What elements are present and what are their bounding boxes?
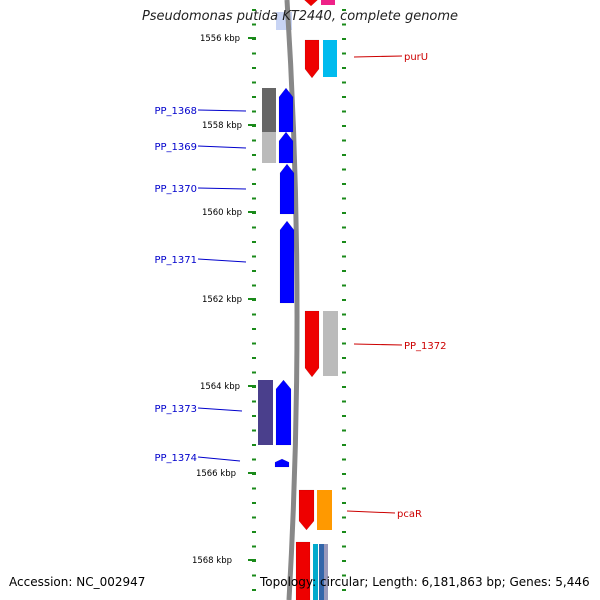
backbone-layer [276, 0, 300, 600]
gene-label-pp-1368: PP_1368 [154, 106, 197, 117]
scale-label: 1562 kbp [202, 295, 242, 305]
gene-label-pp-1373: PP_1373 [154, 404, 197, 415]
hit-block-pp-1372 [323, 311, 338, 376]
scale-label: 1560 kbp [202, 208, 242, 218]
gene-label-pp-1370: PP_1370 [154, 184, 197, 195]
hit-block-pp-1373 [258, 380, 273, 445]
gene-arrow-pcaR [298, 489, 315, 531]
scale-label: 1564 kbp [200, 382, 240, 392]
leader-line [346, 510, 396, 514]
leader-line [197, 145, 247, 149]
gene-arrow-pp-1372 [304, 310, 320, 378]
gene-label-puru: purU [404, 52, 428, 63]
leader-line [353, 343, 403, 346]
leader-line [197, 456, 241, 462]
gene-arrow-pp-1368 [278, 87, 294, 133]
scale-label: 1568 kbp [192, 556, 232, 566]
gene-arrow-pp-1371 [279, 220, 295, 304]
accession-text: Accession: NC_002947 [9, 575, 146, 589]
partial-gene-top [304, 0, 318, 7]
partial-gene-bottom [295, 541, 311, 600]
hit-block-pcaR [317, 490, 332, 530]
leader-line [197, 258, 247, 263]
gene-labels: PP_1368 PP_1369 PP_1370 PP_1371 PP_1373 PP_13… [154, 52, 446, 520]
topology-summary: Topology: circular; Length: 6,181,863 bp… [260, 575, 590, 589]
leader-line [197, 187, 247, 190]
partial-hit-top [321, 0, 335, 5]
gene-arrow-pp-1370 [279, 163, 295, 215]
scale-label: 1566 kbp [196, 469, 236, 479]
hit-block-purU [323, 40, 337, 77]
tick-marks [248, 9, 346, 591]
gene-label-pp-1372: PP_1372 [404, 341, 447, 352]
gene-label-pcar: pcaR [397, 509, 422, 520]
hit-block-pp-1369 [262, 132, 276, 163]
gene-arrow-pp-1374 [274, 458, 290, 468]
leader-line [197, 109, 247, 112]
partial-hit-3 [324, 544, 328, 600]
gene-label-pp-1369: PP_1369 [154, 142, 197, 153]
genome-title: Pseudomonas putida KT2440, complete geno… [141, 9, 459, 24]
gene-arrow-pp-1373 [275, 379, 292, 446]
scale-label: 1558 kbp [202, 121, 242, 131]
gene-arrow-purU [304, 39, 320, 79]
scale-label: 1556 kbp [200, 34, 240, 44]
scale-labels: 1556 kbp 1558 kbp 1560 kbp 1562 kbp 1564 kbp… [192, 34, 242, 566]
leader-line [353, 55, 403, 58]
gene-features [258, 0, 338, 600]
genome-backbone [284, 0, 300, 600]
gene-label-pp-1374: PP_1374 [154, 453, 197, 464]
partial-hit-1 [313, 544, 318, 600]
gene-label-pp-1371: PP_1371 [154, 255, 197, 266]
partial-hit-2 [319, 544, 324, 600]
leader-line [197, 407, 243, 412]
gene-arrow-pp-1369 [278, 131, 294, 164]
hit-block-pp-1368 [262, 88, 276, 132]
